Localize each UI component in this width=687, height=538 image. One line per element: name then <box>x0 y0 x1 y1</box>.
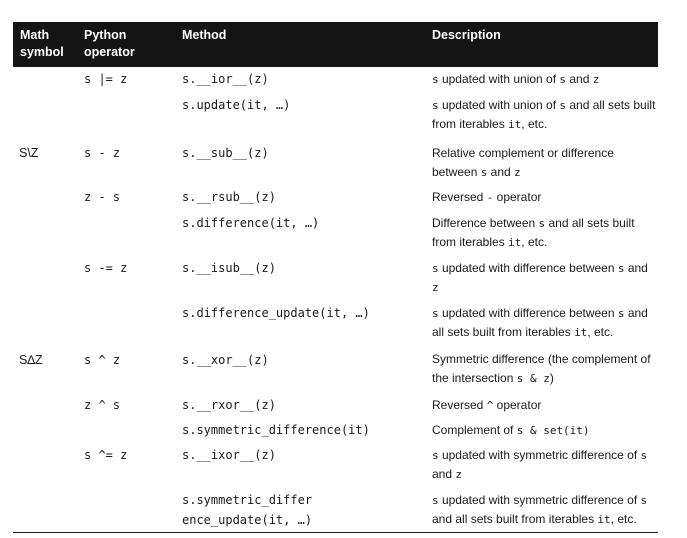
description-text: and all sets built from iterables <box>432 216 635 249</box>
description-text: and all sets built from iterables <box>432 306 648 339</box>
description-cell: Reversed ^ operator <box>432 396 657 415</box>
description-text: operator <box>493 190 542 204</box>
code-span: s <box>432 262 439 275</box>
code-span: s <box>432 494 439 507</box>
code-span: s <box>617 262 625 275</box>
table-bottom-rule <box>13 532 658 533</box>
operator-cell: z ^ s <box>84 398 121 412</box>
description-text: updated with difference between <box>438 261 618 275</box>
description-text: Complement of <box>432 423 517 437</box>
code-span: s & z <box>516 372 550 385</box>
method-cell: s.difference_update(it, …) <box>182 306 370 320</box>
description-text: and <box>432 467 456 481</box>
description-text: updated with symmetric difference of <box>438 448 641 462</box>
description-text: updated with union of <box>438 98 560 112</box>
description-text: and all sets built from iterables <box>432 98 656 131</box>
description-text: and <box>487 165 515 179</box>
code-span: s <box>559 99 567 112</box>
code-span: s <box>640 449 648 462</box>
description-text: updated with difference between <box>438 306 618 320</box>
method-cell: s.symmetric_difference(it) <box>182 423 370 437</box>
method-cell: s.__ixor__(z) <box>182 448 276 462</box>
description-text: and all sets built from iterables <box>432 512 598 526</box>
description-text: Relative complement or difference betwee… <box>432 146 614 179</box>
method-cell: s.update(it, …) <box>182 98 291 112</box>
code-span: z <box>432 281 439 294</box>
description-text: , etc. <box>521 117 548 131</box>
description-text: and <box>566 72 593 86</box>
code-span: it <box>508 236 522 249</box>
description-text: , etc. <box>587 325 614 339</box>
description-text: Reversed <box>432 398 487 412</box>
operator-cell: s ^= z <box>84 448 128 462</box>
description-text: Reversed <box>432 190 487 204</box>
code-span: - <box>486 191 494 204</box>
description-cell: s updated with difference between s and … <box>432 304 657 342</box>
code-span: z <box>455 468 462 481</box>
code-span: s <box>432 307 439 320</box>
code-span: it <box>597 513 611 526</box>
code-span: s <box>559 73 567 86</box>
description-cell: Complement of s & set(it) <box>432 421 657 440</box>
method-cell: s.__isub__(z) <box>182 261 276 275</box>
header-python-operator: Python operator <box>84 28 135 59</box>
code-span: s <box>640 494 648 507</box>
method-cell: s.__xor__(z) <box>182 353 269 367</box>
header-method: Method <box>182 28 227 42</box>
operator-cell: s |= z <box>84 72 128 86</box>
code-span: it <box>508 118 522 131</box>
description-cell: Relative complement or difference betwee… <box>432 144 657 182</box>
method-cell: s.__ior__(z) <box>182 72 269 86</box>
code-span: s <box>480 166 488 179</box>
method-cell: s.__sub__(z) <box>182 146 269 160</box>
code-span: s <box>432 449 439 462</box>
description-cell: s updated with difference between s and … <box>432 259 657 297</box>
description-text: , etc. <box>521 235 548 249</box>
operator-cell: z - s <box>84 190 121 204</box>
method-cell: s.symmetric_differ ence_update(it, …) <box>182 493 313 527</box>
operator-cell: s ^ z <box>84 353 121 367</box>
code-span: s <box>617 307 625 320</box>
description-cell: s updated with union of s and all sets b… <box>432 96 657 134</box>
table-header: Math symbol Python operator Method Descr… <box>13 22 658 67</box>
description-text: updated with symmetric difference of <box>438 493 641 507</box>
description-text: Symmetric difference (the complement of … <box>432 352 651 385</box>
description-text: operator <box>493 398 542 412</box>
header-math-symbol: Math symbol <box>20 28 64 59</box>
description-cell: Reversed - operator <box>432 188 657 207</box>
operator-cell: s - z <box>84 146 121 160</box>
code-span: it <box>574 326 588 339</box>
method-cell: s.__rsub__(z) <box>182 190 276 204</box>
description-cell: Symmetric difference (the complement of … <box>432 350 657 388</box>
description-cell: s updated with symmetric difference of s… <box>432 446 657 484</box>
description-cell: s updated with union of s and z <box>432 70 657 89</box>
description-text: , etc. <box>610 512 637 526</box>
code-span: s <box>432 99 439 112</box>
code-span: z <box>514 166 521 179</box>
code-span: s <box>538 217 546 230</box>
description-text: Difference between <box>432 216 539 230</box>
method-cell: s.__rxor__(z) <box>182 398 276 412</box>
operator-cell: s -= z <box>84 261 128 275</box>
code-span: s & set(it) <box>516 424 590 437</box>
description-text: ) <box>549 371 554 385</box>
description-text: and <box>624 261 648 275</box>
description-cell: s updated with symmetric difference of s… <box>432 491 657 529</box>
description-cell: Difference between s and all sets built … <box>432 214 657 252</box>
header-description: Description <box>432 28 501 42</box>
description-text: updated with union of <box>438 72 560 86</box>
code-span: s <box>432 73 439 86</box>
method-cell: s.difference(it, …) <box>182 216 320 230</box>
math-symbol-cell: S\Z <box>19 146 39 160</box>
code-span: z <box>592 73 600 86</box>
math-symbol-cell: S∆Z <box>19 353 43 367</box>
code-span: ^ <box>486 399 494 412</box>
